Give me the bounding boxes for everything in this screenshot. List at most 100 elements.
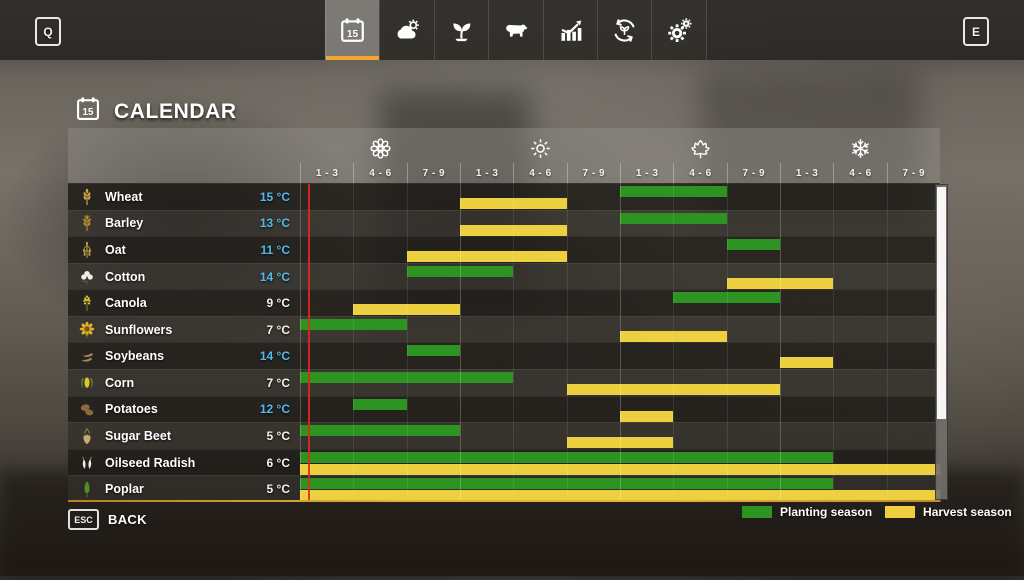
crop-row-sugar-beet: Sugar Beet 5 °C (68, 422, 940, 449)
seedling-icon (447, 16, 476, 45)
sunflower-icon (79, 321, 95, 339)
germination-temperature: 7 °C (266, 322, 290, 337)
planting-bar (673, 292, 780, 304)
planting-bar (300, 318, 407, 330)
page-title-text: CALENDAR (114, 99, 237, 123)
crop-row-corn: Corn 7 °C (68, 369, 940, 396)
crop-label-cell: Corn 7 °C (68, 370, 300, 396)
harvest-bar (300, 463, 940, 475)
crop-row-sunflowers: Sunflowers 7 °C (68, 315, 940, 343)
crop-name: Cotton (105, 269, 146, 284)
crop-name: Sunflowers (105, 322, 173, 337)
back-label: BACK (108, 512, 147, 527)
crop-row-barley: Barley 13 °C (68, 209, 940, 237)
tab-weather[interactable] (379, 0, 434, 60)
planting-bar (726, 239, 780, 251)
germination-temperature: 14 °C (259, 269, 290, 284)
planting-bar (406, 265, 514, 277)
key-hint-e: E (963, 17, 989, 46)
crop-label-cell: Poplar 5 °C (68, 476, 300, 502)
tab-animals[interactable] (488, 0, 543, 60)
crop-season-chart (300, 450, 940, 476)
planting-bar (353, 398, 407, 410)
crop-row-poplar: Poplar 5 °C (68, 475, 940, 502)
crop-name: Potatoes (105, 402, 158, 417)
crop-label-cell: Soybeans 14 °C (68, 343, 300, 369)
crop-name: Oilseed Radish (105, 455, 196, 470)
canola-icon (79, 294, 95, 312)
crop-row-soybeans: Soybeans 14 °C (68, 342, 940, 370)
svg-text:15: 15 (347, 28, 359, 39)
planting-bar (300, 372, 514, 384)
production-cycle-icon (610, 16, 639, 45)
period-label: 1 - 3 (459, 163, 513, 183)
crop-season-chart (300, 423, 940, 449)
planting-bar (300, 425, 460, 437)
top-menu-bar: Q 15 E (0, 0, 1024, 60)
legend-label: Harvest season (923, 505, 1012, 519)
legend: Planting season Harvest season (742, 505, 1024, 519)
tab-calendar[interactable]: 15 (325, 0, 380, 60)
harvest-bar (566, 384, 780, 396)
tab-crops[interactable] (433, 0, 489, 60)
key-hint-esc: ESC (68, 509, 99, 530)
season-winter (780, 128, 940, 164)
crop-row-cotton: Cotton 14 °C (68, 262, 940, 290)
wheat-icon (79, 188, 95, 206)
tab-settings[interactable] (651, 0, 707, 60)
germination-temperature: 5 °C (266, 428, 290, 443)
crop-season-chart (300, 317, 940, 343)
crop-row-wheat: Wheat 15 °C (68, 183, 940, 210)
season-autumn (620, 128, 780, 164)
calendar-icon: 15 (338, 16, 367, 45)
crop-label-cell: Canola 9 °C (68, 290, 300, 316)
calendar-icon: 15 (74, 95, 102, 128)
season-summer (460, 128, 620, 164)
period-label: 4 - 6 (353, 163, 406, 183)
crop-label-cell: Wheat 15 °C (68, 184, 300, 210)
germination-temperature: 9 °C (266, 296, 290, 311)
flower-icon (368, 136, 393, 166)
harvest-bar (460, 224, 567, 236)
germination-temperature: 12 °C (259, 402, 290, 417)
svg-text:15: 15 (83, 107, 94, 118)
crop-label-cell: Sugar Beet 5 °C (68, 423, 300, 449)
period-label: 7 - 9 (726, 163, 780, 183)
crop-season-chart (300, 397, 940, 423)
key-hint-q: Q (35, 17, 61, 46)
period-label: 7 - 9 (406, 163, 460, 183)
calendar-body: Wheat 15 °C Barley 13 °C Oat 11 °C Cotton 14 °C… (68, 183, 940, 502)
germination-temperature: 5 °C (266, 482, 290, 497)
panel-bottom-border (68, 500, 940, 502)
crop-season-chart (300, 476, 940, 502)
crop-label-cell: Oilseed Radish 6 °C (68, 450, 300, 476)
barley-icon (79, 214, 95, 232)
back-button[interactable]: ESC BACK (68, 509, 147, 530)
cow-icon (501, 16, 530, 45)
period-label: 4 - 6 (673, 163, 726, 183)
harvest-bar (780, 357, 834, 369)
crop-name: Barley (105, 216, 144, 231)
crop-name: Canola (105, 296, 147, 311)
legend-swatch (742, 506, 772, 518)
crop-name: Wheat (105, 189, 143, 204)
season-spring (300, 128, 460, 164)
tab-statistics[interactable] (542, 0, 597, 60)
scrollbar-thumb[interactable] (937, 187, 946, 419)
harvest-bar (566, 437, 674, 449)
soybeans-icon (79, 347, 95, 365)
germination-temperature: 7 °C (266, 375, 290, 390)
oilseed-radish-icon (79, 454, 95, 472)
weather-icon (393, 16, 422, 45)
crop-season-chart (300, 290, 940, 316)
sugar-beet-icon (79, 427, 95, 445)
statistics-icon (556, 16, 585, 45)
tab-production[interactable] (596, 0, 652, 60)
period-label: 1 - 3 (619, 163, 673, 183)
tab-bar: 15 (325, 0, 707, 60)
scrollbar-track[interactable] (935, 184, 948, 500)
crop-name: Soybeans (105, 349, 165, 364)
period-label: 1 - 3 (779, 163, 833, 183)
harvest-bar (460, 198, 567, 209)
